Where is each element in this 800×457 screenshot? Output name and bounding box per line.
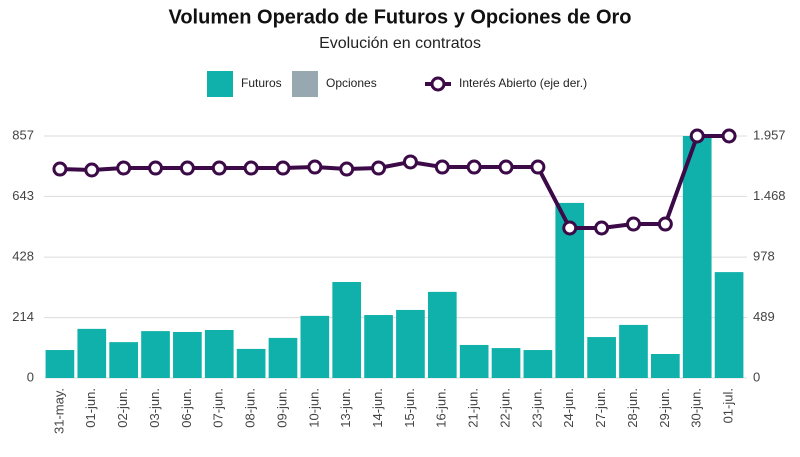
line-marker bbox=[498, 159, 514, 175]
bar bbox=[109, 342, 138, 378]
line-marker bbox=[211, 160, 227, 176]
bar bbox=[204, 329, 234, 378]
line-marker bbox=[402, 154, 418, 170]
bar bbox=[523, 350, 553, 378]
x-tick-label: 01-jul. bbox=[721, 388, 736, 423]
bar bbox=[587, 337, 616, 378]
line-marker bbox=[339, 161, 355, 177]
x-tick-label: 02-jun. bbox=[115, 388, 130, 428]
line-marker bbox=[84, 162, 100, 178]
line-marker bbox=[466, 159, 482, 175]
bar bbox=[714, 272, 744, 378]
bar bbox=[173, 331, 202, 378]
line-marker bbox=[307, 159, 323, 175]
y2-tick-label: 0 bbox=[753, 369, 760, 384]
legend-label: Interés Abierto (eje der.) bbox=[459, 76, 587, 90]
y-tick-label: 0 bbox=[27, 369, 34, 384]
line-marker bbox=[179, 160, 195, 176]
line-marker bbox=[148, 160, 164, 176]
bar bbox=[364, 315, 393, 378]
x-tick-label: 15-jun. bbox=[402, 388, 417, 428]
line-marker bbox=[562, 220, 578, 236]
x-tick-label: 01-jun. bbox=[83, 388, 98, 428]
x-tick-label: 21-jun. bbox=[466, 388, 481, 428]
legend-swatch bbox=[207, 71, 233, 97]
line-marker bbox=[721, 128, 737, 144]
bar bbox=[491, 348, 521, 378]
line-marker bbox=[689, 128, 705, 144]
x-tick-label: 16-jun. bbox=[434, 388, 449, 428]
line bbox=[59, 134, 730, 231]
x-tick-label: 03-jun. bbox=[147, 388, 162, 428]
y-tick-label: 428 bbox=[12, 249, 34, 264]
line-marker bbox=[371, 160, 387, 176]
bar bbox=[682, 136, 712, 378]
x-tick-label: 13-jun. bbox=[338, 388, 353, 428]
x-tick-label: 24-jun. bbox=[561, 388, 576, 428]
bar bbox=[396, 309, 425, 378]
bar bbox=[427, 291, 457, 378]
chart-subtitle: Evolución en contratos bbox=[319, 35, 481, 52]
y2-tick-label: 1.468 bbox=[753, 188, 786, 203]
bar bbox=[236, 348, 266, 378]
x-tick-label: 23-jun. bbox=[529, 388, 544, 428]
bar bbox=[300, 315, 330, 378]
x-tick-label: 28-jun. bbox=[625, 388, 640, 428]
line-marker bbox=[594, 220, 610, 236]
line-marker bbox=[434, 159, 450, 175]
x-tick-label: 06-jun. bbox=[179, 388, 194, 428]
line-marker bbox=[52, 161, 68, 177]
y2-tick-label: 1.957 bbox=[753, 127, 786, 142]
y2-tick-label: 978 bbox=[753, 248, 775, 263]
x-tick-label: 29-jun. bbox=[657, 388, 672, 428]
chart-title: Volumen Operado de Futuros y Opciones de… bbox=[168, 6, 631, 28]
legend-marker bbox=[430, 76, 446, 92]
y-tick-label: 857 bbox=[12, 127, 34, 142]
bar bbox=[332, 281, 362, 378]
x-tick-label: 30-jun. bbox=[689, 388, 704, 428]
legend-label: Opciones bbox=[326, 76, 377, 90]
x-tick-label: 07-jun. bbox=[211, 388, 226, 428]
bar bbox=[141, 331, 170, 378]
line-marker bbox=[275, 160, 291, 176]
y-tick-label: 643 bbox=[12, 188, 34, 203]
x-tick-label: 22-jun. bbox=[497, 388, 512, 428]
bar bbox=[268, 337, 298, 378]
line-marker bbox=[657, 216, 673, 232]
bar bbox=[619, 324, 648, 378]
y2-tick-label: 489 bbox=[753, 309, 775, 324]
y-tick-label: 214 bbox=[12, 309, 34, 324]
line-marker bbox=[116, 160, 132, 176]
bar bbox=[459, 344, 489, 378]
legend-swatch bbox=[292, 71, 318, 97]
x-tick-label: 27-jun. bbox=[593, 388, 608, 428]
line-marker bbox=[243, 160, 259, 176]
x-tick-label: 10-jun. bbox=[306, 388, 321, 428]
bar bbox=[45, 350, 75, 378]
x-tick-label: 09-jun. bbox=[274, 388, 289, 428]
bar bbox=[77, 328, 107, 378]
line-marker bbox=[625, 216, 641, 232]
x-tick-label: 31-may. bbox=[51, 388, 66, 434]
line-marker bbox=[530, 159, 546, 175]
legend-label: Futuros bbox=[241, 76, 282, 90]
bar bbox=[651, 353, 680, 378]
x-tick-label: 08-jun. bbox=[243, 388, 258, 428]
x-tick-label: 14-jun. bbox=[370, 388, 385, 428]
